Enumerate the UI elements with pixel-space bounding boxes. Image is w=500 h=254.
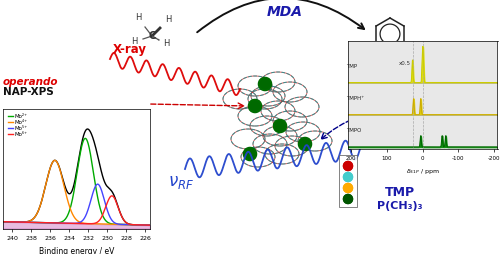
Mo⁶⁺	[0, 220, 6, 223]
Line: Mo⁴⁺: Mo⁴⁺	[2, 160, 150, 225]
Circle shape	[298, 137, 312, 151]
Text: MDA: MDA	[267, 5, 303, 19]
Circle shape	[258, 77, 272, 90]
Text: H: H	[165, 15, 171, 24]
Mo⁵⁺	[147, 224, 153, 227]
Circle shape	[244, 148, 256, 161]
Mo⁵⁺	[60, 221, 66, 225]
Text: P(CH₃)₃: P(CH₃)₃	[378, 201, 423, 211]
Circle shape	[344, 183, 352, 193]
Mo⁴⁺	[52, 159, 58, 162]
Mo⁶⁺	[60, 221, 66, 225]
Mo⁴⁺	[0, 220, 6, 223]
Line: Mo⁶⁺: Mo⁶⁺	[2, 196, 150, 225]
Circle shape	[298, 137, 312, 151]
Mo²⁺	[0, 220, 6, 223]
Text: $\nu_{RF}$: $\nu_{RF}$	[168, 173, 194, 191]
Text: operando: operando	[3, 77, 58, 87]
Legend: Mo²⁺, Mo⁴⁺, Mo⁵⁺, Mo⁶⁺: Mo²⁺, Mo⁴⁺, Mo⁵⁺, Mo⁶⁺	[6, 112, 30, 139]
Circle shape	[344, 172, 352, 182]
Circle shape	[274, 119, 286, 133]
Text: TMP: TMP	[346, 64, 357, 69]
Text: TMP: TMP	[385, 185, 415, 198]
Mo⁶⁺	[109, 194, 115, 197]
Text: MAS NMR: MAS NMR	[414, 40, 482, 53]
Mo⁵⁺	[0, 220, 6, 223]
Mo²⁺	[147, 224, 153, 227]
X-axis label: $\delta_{31P}$ / ppm: $\delta_{31P}$ / ppm	[406, 167, 440, 176]
Circle shape	[344, 162, 352, 170]
Text: x0.5: x0.5	[400, 61, 411, 66]
Text: H: H	[135, 13, 141, 23]
Text: TMPO: TMPO	[346, 128, 361, 133]
Mo⁴⁺	[48, 164, 54, 167]
Mo⁴⁺	[60, 180, 66, 183]
Text: TMPH⁺: TMPH⁺	[346, 96, 364, 101]
Mo²⁺	[36, 221, 42, 224]
Circle shape	[344, 172, 352, 182]
Mo⁶⁺	[80, 222, 86, 225]
Circle shape	[344, 195, 352, 203]
Mo⁴⁺	[109, 223, 115, 226]
Mo²⁺	[82, 137, 88, 140]
Mo²⁺	[109, 223, 115, 226]
Mo⁴⁺	[80, 222, 86, 225]
Circle shape	[258, 77, 272, 90]
Mo⁶⁺	[36, 221, 42, 224]
Circle shape	[248, 100, 262, 113]
Circle shape	[344, 162, 352, 170]
Circle shape	[248, 100, 262, 113]
Text: H: H	[131, 38, 137, 46]
Circle shape	[344, 183, 352, 193]
Mo⁴⁺	[36, 208, 42, 211]
Mo⁶⁺	[109, 194, 115, 197]
Circle shape	[274, 119, 286, 133]
Circle shape	[244, 148, 256, 161]
Mo²⁺	[121, 223, 127, 226]
Text: H: H	[163, 40, 169, 49]
Text: X-ray: X-ray	[113, 42, 147, 56]
Text: C: C	[148, 31, 156, 41]
Mo²⁺	[48, 221, 54, 224]
Mo⁴⁺	[147, 224, 153, 227]
Line: Mo²⁺: Mo²⁺	[2, 138, 150, 225]
Mo⁵⁺	[109, 219, 115, 222]
FancyBboxPatch shape	[339, 155, 357, 207]
Mo⁵⁺	[36, 221, 42, 224]
Mo⁵⁺	[48, 221, 54, 224]
Mo⁵⁺	[94, 183, 100, 186]
Mo⁶⁺	[147, 224, 153, 227]
X-axis label: Binding energy / eV: Binding energy / eV	[38, 247, 114, 254]
Mo⁶⁺	[121, 219, 127, 222]
Circle shape	[344, 195, 352, 203]
Line: Mo⁵⁺: Mo⁵⁺	[2, 184, 150, 225]
Mo²⁺	[60, 220, 66, 223]
Mo⁶⁺	[48, 221, 54, 224]
Mo⁴⁺	[121, 223, 127, 226]
Text: NAP-XPS: NAP-XPS	[3, 87, 54, 97]
Mo⁵⁺	[80, 218, 86, 221]
Mo²⁺	[80, 140, 86, 143]
Mo⁵⁺	[121, 223, 127, 226]
